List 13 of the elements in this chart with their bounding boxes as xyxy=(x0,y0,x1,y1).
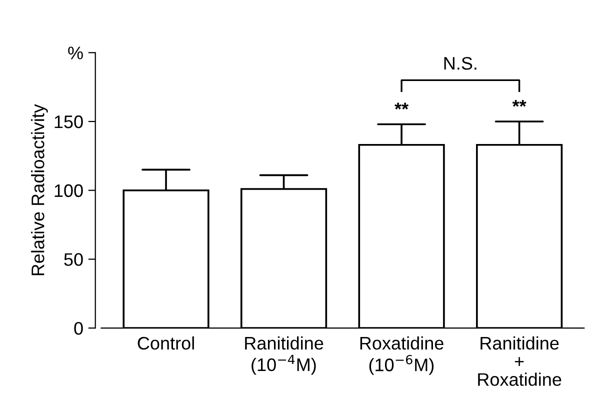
y-tick-label: 150 xyxy=(54,115,83,128)
x-tick-label: Ranitidine + Roxatidine xyxy=(478,336,562,386)
annotation: ** xyxy=(512,100,526,107)
y-tick-label: 0 xyxy=(74,322,83,335)
x-tick-label: Roxatidine (10$^{−6}$M) xyxy=(360,336,444,375)
x-tick-label: Control xyxy=(138,336,194,350)
y-tick-label: % xyxy=(68,46,83,60)
y-tick-label: 100 xyxy=(54,184,83,198)
annotation: ** xyxy=(394,102,409,110)
annotation: N.S. xyxy=(444,56,476,70)
y-tick-label: 50 xyxy=(64,253,83,266)
y-axis-title: Relative Radioactivity xyxy=(31,104,48,276)
x-tick-label: Ranitidine (10$^{−4}$M) xyxy=(245,336,324,375)
